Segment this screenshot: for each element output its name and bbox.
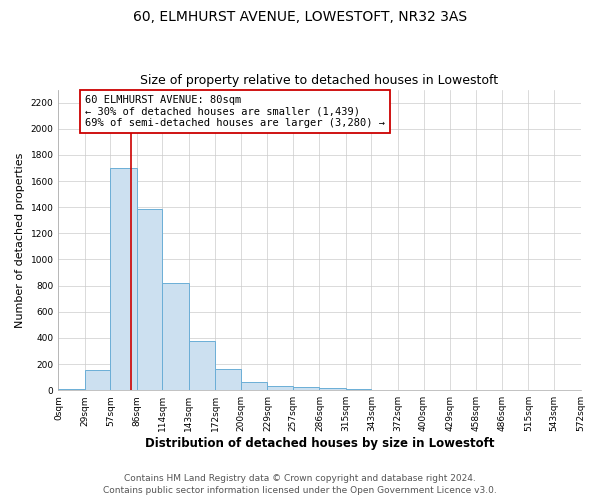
Bar [215, 370, 241, 390]
Bar [241, 382, 268, 390]
Y-axis label: Number of detached properties: Number of detached properties [15, 152, 25, 328]
Text: 60, ELMHURST AVENUE, LOWESTOFT, NR32 3AS: 60, ELMHURST AVENUE, LOWESTOFT, NR32 3AS [133, 10, 467, 24]
X-axis label: Distribution of detached houses by size in Lowestoft: Distribution of detached houses by size … [145, 437, 494, 450]
Bar [319, 388, 346, 390]
Bar [268, 386, 293, 390]
Bar [85, 370, 110, 390]
Bar [346, 389, 371, 390]
Bar [110, 168, 137, 390]
Bar [137, 208, 163, 390]
Bar [58, 389, 85, 390]
Bar [293, 387, 319, 390]
Text: Contains HM Land Registry data © Crown copyright and database right 2024.
Contai: Contains HM Land Registry data © Crown c… [103, 474, 497, 495]
Text: 60 ELMHURST AVENUE: 80sqm
← 30% of detached houses are smaller (1,439)
69% of se: 60 ELMHURST AVENUE: 80sqm ← 30% of detac… [85, 95, 385, 128]
Bar [163, 283, 189, 390]
Bar [189, 340, 215, 390]
Title: Size of property relative to detached houses in Lowestoft: Size of property relative to detached ho… [140, 74, 499, 87]
